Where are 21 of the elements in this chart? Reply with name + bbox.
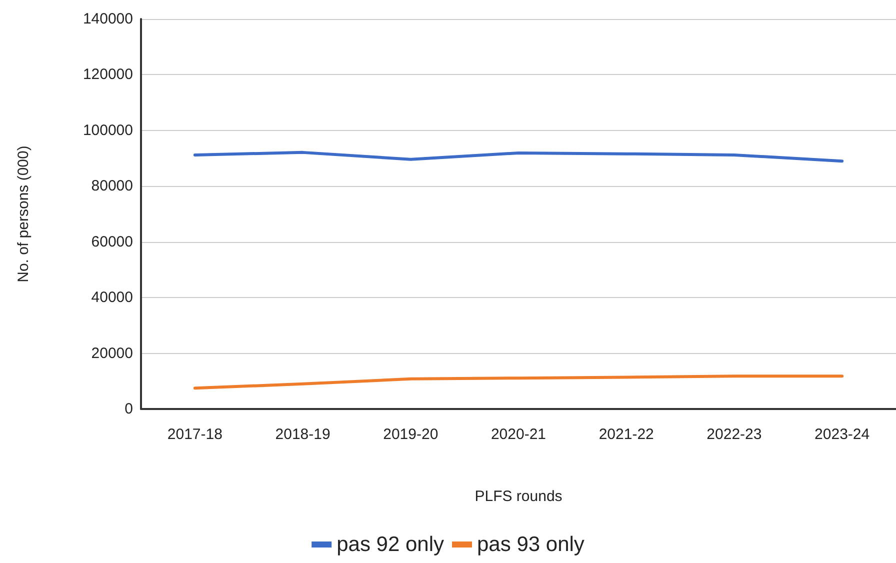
x-tick-label: 2023-24 bbox=[814, 426, 870, 443]
y-tick-label: 120000 bbox=[82, 66, 133, 84]
y-tick-label: 20000 bbox=[91, 344, 133, 362]
y-tick-label: 40000 bbox=[91, 289, 133, 306]
y-tick-label: 80000 bbox=[91, 178, 133, 195]
legend-label: pas 92 only bbox=[336, 533, 444, 556]
y-axis-title: No. of persons (000) bbox=[15, 146, 32, 282]
line-series bbox=[193, 374, 844, 390]
y-tick-label: 140000 bbox=[82, 10, 133, 28]
y-tick-label: 60000 bbox=[91, 233, 133, 250]
line-series bbox=[193, 150, 844, 163]
x-tick-label: 2017-18 bbox=[167, 426, 222, 443]
x-axis-title: PLFS rounds bbox=[474, 488, 562, 505]
x-tick-label: 2020-21 bbox=[490, 426, 546, 443]
x-tick-label: 2019-20 bbox=[383, 426, 438, 443]
x-tick-label: 2021-22 bbox=[598, 426, 654, 443]
y-tick-label: 0 bbox=[124, 400, 133, 418]
x-tick-label: 2018-19 bbox=[275, 426, 330, 443]
legend-label: pas 93 only bbox=[477, 533, 585, 556]
y-tick-label: 100000 bbox=[82, 122, 133, 139]
x-tick-label: 2022-23 bbox=[706, 426, 762, 443]
